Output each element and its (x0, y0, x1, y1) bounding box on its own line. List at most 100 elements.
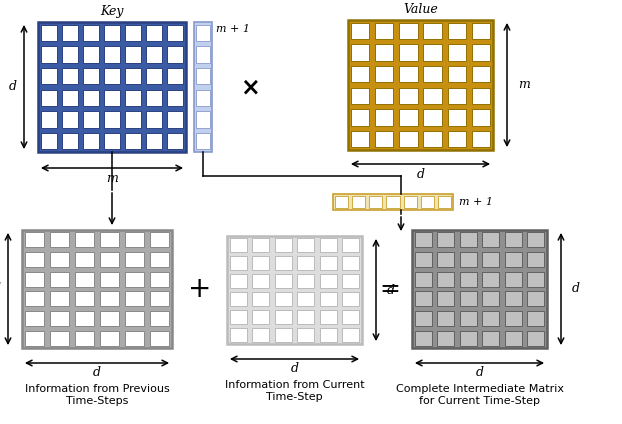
Bar (297, 310, 314, 324)
Bar (125, 68, 141, 84)
Bar (482, 232, 499, 247)
Bar (527, 272, 544, 287)
Bar (230, 292, 247, 306)
Bar (104, 133, 120, 149)
Bar (146, 25, 162, 41)
Bar (275, 292, 292, 306)
Text: d: d (475, 366, 483, 379)
Bar (50, 331, 69, 346)
Bar (40, 25, 57, 41)
Bar (40, 46, 57, 63)
Bar (146, 111, 162, 128)
Bar (150, 291, 169, 306)
Bar (252, 328, 269, 342)
Bar (415, 252, 432, 267)
Bar (351, 22, 369, 39)
Bar (104, 111, 120, 128)
Bar (335, 196, 348, 208)
Bar (146, 68, 162, 84)
Bar (297, 274, 314, 288)
Bar (252, 274, 269, 288)
Bar (375, 109, 394, 126)
Bar (460, 311, 477, 326)
Bar (437, 311, 454, 326)
Bar (196, 133, 210, 149)
Bar (150, 331, 169, 346)
Bar (125, 252, 144, 267)
Bar (424, 22, 442, 39)
Bar (125, 272, 144, 287)
Bar (230, 328, 247, 342)
Bar (25, 331, 44, 346)
Bar (415, 331, 432, 346)
Text: d: d (9, 81, 17, 94)
Bar (424, 109, 442, 126)
Bar (399, 109, 417, 126)
Bar (320, 256, 337, 270)
Bar (83, 25, 99, 41)
Bar (342, 328, 360, 342)
Bar (83, 89, 99, 106)
Bar (424, 44, 442, 61)
Bar (25, 311, 44, 326)
Bar (75, 331, 94, 346)
Bar (275, 328, 292, 342)
Bar (448, 131, 466, 148)
Bar (342, 238, 360, 252)
Bar (375, 66, 394, 82)
Bar (75, 252, 94, 267)
Bar (412, 230, 547, 348)
Bar (482, 252, 499, 267)
Bar (62, 68, 78, 84)
Bar (399, 66, 417, 82)
Bar (150, 311, 169, 326)
Bar (415, 291, 432, 306)
Bar (471, 109, 490, 126)
Bar (504, 252, 522, 267)
Bar (320, 310, 337, 324)
Bar (50, 311, 69, 326)
Bar (125, 133, 141, 149)
Bar (320, 292, 337, 306)
Bar (404, 196, 417, 208)
Bar (297, 256, 314, 270)
Text: +: + (188, 275, 211, 303)
Bar (40, 68, 57, 84)
Bar (196, 46, 210, 63)
Bar (230, 238, 247, 252)
Bar (38, 22, 186, 152)
Bar (333, 194, 453, 210)
Bar (420, 196, 434, 208)
Bar (437, 232, 454, 247)
Bar (375, 22, 394, 39)
Bar (275, 310, 292, 324)
Text: =: = (379, 277, 401, 301)
Bar (399, 131, 417, 148)
Bar (196, 89, 210, 106)
Bar (320, 328, 337, 342)
Bar (275, 238, 292, 252)
Text: Information from Previous
Time-Steps: Information from Previous Time-Steps (25, 384, 169, 406)
Bar (424, 66, 442, 82)
Bar (399, 44, 417, 61)
Bar (167, 111, 183, 128)
Text: m: m (518, 78, 530, 92)
Bar (348, 20, 493, 150)
Bar (100, 272, 119, 287)
Bar (62, 89, 78, 106)
Bar (125, 311, 144, 326)
Bar (504, 272, 522, 287)
Bar (320, 274, 337, 288)
Bar (196, 68, 210, 84)
Bar (471, 22, 490, 39)
Bar (448, 22, 466, 39)
Bar (25, 272, 44, 287)
Text: ×: × (240, 75, 260, 99)
Bar (342, 292, 360, 306)
Bar (100, 232, 119, 247)
Bar (167, 68, 183, 84)
Bar (297, 238, 314, 252)
Bar (437, 252, 454, 267)
Bar (351, 88, 369, 104)
Bar (167, 133, 183, 149)
